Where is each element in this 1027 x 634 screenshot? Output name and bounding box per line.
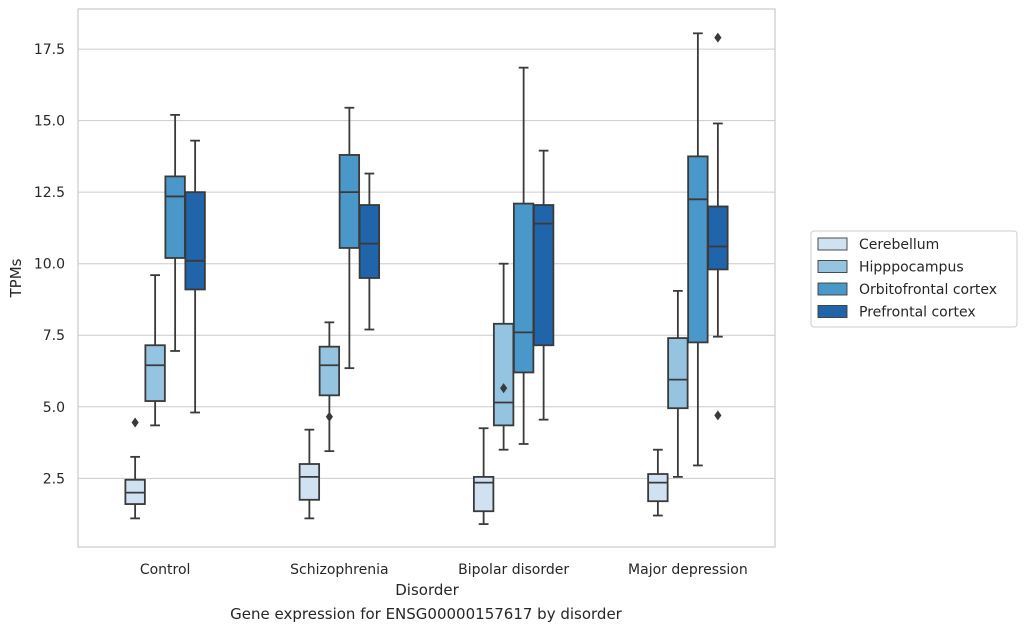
y-tick-label: 15.0	[34, 114, 65, 130]
legend-swatch-hipppocampus	[817, 260, 848, 273]
box-body	[338, 154, 361, 249]
box-major-depression-orbitofrontal-cortex	[687, 32, 709, 467]
box-groups	[124, 32, 729, 526]
x-tick-label: Bipolar disorder	[458, 562, 569, 578]
plot-frame	[77, 8, 776, 548]
box-bipolar-disorder-orbitofrontal-cortex	[512, 66, 535, 445]
box-bipolar-disorder-prefrontal-cortex	[532, 149, 555, 421]
figure-caption: Gene expression for ENSG00000157617 by d…	[230, 605, 622, 623]
outlier-point	[714, 32, 722, 43]
box-control-hipppocampus	[144, 274, 166, 427]
outlier-point	[714, 410, 722, 421]
outlier-point	[500, 383, 508, 394]
legend-frame	[810, 230, 1018, 328]
legend-label-cerebellum: Cerebellum	[859, 237, 939, 253]
box-body	[184, 191, 206, 291]
box-major-depression-cerebellum	[647, 448, 669, 517]
x-tick-label: Control	[140, 562, 191, 578]
box-major-depression-hipppocampus	[667, 289, 689, 478]
box-schizophrenia-orbitofrontal-cortex	[338, 106, 361, 370]
legend-swatch-orbitofrontal-cortex	[817, 282, 848, 296]
box-body	[667, 337, 689, 410]
box-control-orbitofrontal-cortex	[164, 113, 186, 352]
gridlines	[78, 48, 775, 479]
legend-label-prefrontal-cortex: Prefrontal cortex	[859, 305, 976, 321]
box-control-cerebellum	[124, 417, 146, 520]
box-body	[512, 202, 535, 374]
box-body	[164, 175, 186, 259]
y-axis-title: TPMs	[7, 258, 25, 298]
x-tick-label: Major depression	[628, 562, 748, 578]
box-body	[687, 155, 709, 344]
x-tick-labels: Control Schizophrenia Bipolar disorder Majo…	[140, 562, 748, 578]
legend-swatch-cerebellum	[817, 237, 848, 251]
y-tick-label: 12.5	[34, 185, 65, 201]
box-major-depression-prefrontal-cortex	[707, 32, 729, 421]
box-body	[492, 322, 515, 427]
box-schizophrenia-prefrontal-cortex	[358, 172, 381, 331]
box-body	[358, 204, 381, 279]
box-schizophrenia-hipppocampus	[318, 321, 341, 453]
legend-label-hipppocampus: Hipppocampus	[859, 260, 964, 276]
box-body	[318, 345, 341, 397]
box-bipolar-disorder-hipppocampus	[492, 262, 515, 451]
box-body	[532, 204, 555, 347]
y-tick-label: 17.5	[34, 42, 65, 58]
legend-swatch-prefrontal-cortex	[817, 305, 848, 318]
box-bipolar-disorder-cerebellum	[472, 427, 495, 526]
box-body	[144, 344, 166, 402]
y-tick-label: 10.0	[34, 257, 65, 273]
outlier-point	[325, 411, 333, 422]
y-tick-labels: 2.5 5.0 7.5 10.0 12.5 15.0 17.5	[34, 42, 65, 487]
box-body	[472, 475, 495, 513]
x-axis-title: Disorder	[395, 581, 459, 599]
y-tick-label: 5.0	[43, 400, 65, 416]
box-body	[647, 473, 669, 503]
boxplot-chart: 2.5 5.0 7.5 10.0 12.5 15.0 17.5 Control Schizop…	[7, 8, 1018, 599]
box-body	[707, 205, 729, 271]
box-schizophrenia-cerebellum	[298, 428, 321, 520]
legend: Cerebellum Hipppocampus Orbitofrontal cort…	[810, 230, 1018, 328]
y-tick-label: 7.5	[43, 328, 65, 344]
box-control-prefrontal-cortex	[184, 139, 206, 414]
x-tick-label: Schizophrenia	[290, 562, 388, 578]
y-tick-label: 2.5	[43, 471, 65, 487]
legend-label-orbitofrontal-cortex: Orbitofrontal cortex	[859, 282, 997, 298]
box-body	[298, 463, 321, 501]
outlier-point	[131, 417, 139, 428]
